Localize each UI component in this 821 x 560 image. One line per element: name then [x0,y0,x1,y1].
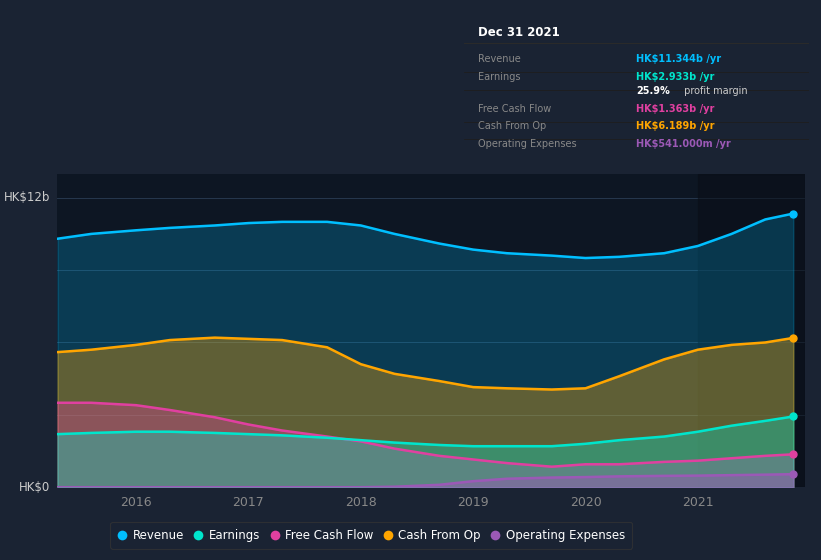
Text: HK$12b: HK$12b [3,191,50,204]
Text: HK$541.000m /yr: HK$541.000m /yr [636,138,731,148]
Text: Free Cash Flow: Free Cash Flow [478,104,551,114]
Legend: Revenue, Earnings, Free Cash Flow, Cash From Op, Operating Expenses: Revenue, Earnings, Free Cash Flow, Cash … [111,521,632,549]
Text: Revenue: Revenue [478,54,521,64]
Text: profit margin: profit margin [681,86,748,96]
Text: Dec 31 2021: Dec 31 2021 [478,26,559,39]
Text: HK$11.344b /yr: HK$11.344b /yr [636,54,722,64]
Text: HK$1.363b /yr: HK$1.363b /yr [636,104,714,114]
Text: 25.9%: 25.9% [636,86,670,96]
Text: HK$0: HK$0 [19,480,50,494]
Text: Earnings: Earnings [478,72,521,82]
Text: Operating Expenses: Operating Expenses [478,138,576,148]
Text: Cash From Op: Cash From Op [478,121,546,131]
Text: HK$2.933b /yr: HK$2.933b /yr [636,72,714,82]
Bar [698,174,805,487]
Text: HK$6.189b /yr: HK$6.189b /yr [636,121,715,131]
